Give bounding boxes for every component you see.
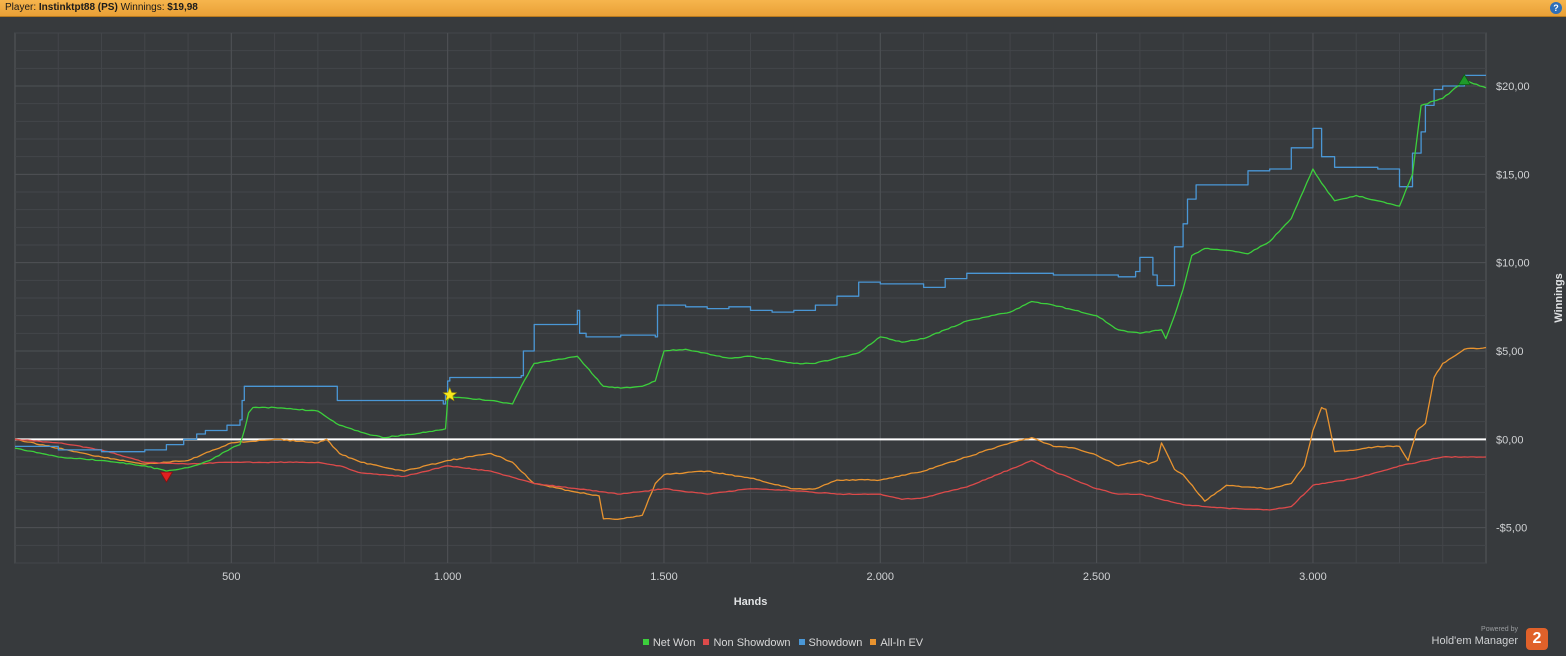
- maximum-marker-icon: [1457, 73, 1472, 86]
- legend-swatch: [703, 639, 710, 645]
- legend-swatch: [642, 639, 649, 645]
- series-line-allin-ev: [14, 346, 1487, 520]
- chart-legend: Net Won Non Showdown Showdown All-In EV: [0, 636, 1566, 650]
- y-axis-label: Winnings: [1553, 273, 1565, 322]
- winnings-label: Winnings:: [120, 2, 165, 13]
- x-tick-label: 2.500: [1083, 571, 1111, 583]
- series-line-net-won: [14, 80, 1487, 472]
- powered-by-text: Powered by: [1481, 626, 1518, 633]
- y-tick-label: $5,00: [1496, 346, 1524, 358]
- product-branding: Powered by Hold'em Manager 2: [1416, 626, 1556, 652]
- chart-title-bar: Player: Instinktpt88 (PS) Winnings: $19,…: [0, 0, 1566, 17]
- player-label: Player:: [5, 2, 37, 13]
- winnings-chart: 500 1.000 1.500 2.000 2.500 3.000 -$5,00 $0,00 $…: [14, 32, 1565, 608]
- y-tick-label: $15,00: [1496, 169, 1530, 181]
- legend-label: Non Showdown: [713, 637, 791, 649]
- legend-label: All-In EV: [880, 637, 924, 649]
- help-icon[interactable]: ?: [1550, 2, 1562, 14]
- legend-item-non-showdown[interactable]: Non Showdown: [703, 636, 791, 650]
- legend-swatch: [870, 639, 877, 645]
- minimum-marker-icon: [159, 471, 174, 483]
- player-summary: Player: Instinktpt88 (PS) Winnings: $19,…: [5, 2, 198, 14]
- y-tick-label: -$5,00: [1496, 523, 1527, 535]
- legend-label: Net Won: [652, 637, 696, 649]
- y-tick-label: $20,00: [1496, 81, 1530, 93]
- hem2-logo-icon: 2: [1526, 628, 1548, 650]
- x-tick-label: 3.000: [1299, 571, 1327, 583]
- x-axis-label: Hands: [734, 596, 768, 608]
- legend-swatch: [798, 639, 805, 645]
- star-marker-icon: [442, 387, 458, 402]
- x-tick-label: 1.000: [434, 571, 462, 583]
- player-name: Instinktpt88 (PS): [38, 2, 118, 13]
- x-tick-label: 2.000: [867, 571, 895, 583]
- y-tick-label: $0,00: [1496, 434, 1524, 446]
- series-line-non-showdown: [14, 438, 1487, 511]
- legend-item-net-won[interactable]: Net Won: [642, 636, 696, 650]
- series-line-showdown: [15, 74, 1486, 453]
- x-tick-label: 1.500: [650, 571, 678, 583]
- legend-item-allin-ev[interactable]: All-In EV: [870, 636, 923, 650]
- legend-label: Showdown: [808, 637, 863, 649]
- winnings-value: $19,98: [167, 2, 198, 13]
- product-name: Hold'em Manager: [1431, 635, 1518, 647]
- x-tick-label: 500: [222, 571, 240, 583]
- legend-item-showdown[interactable]: Showdown: [798, 636, 863, 650]
- y-tick-label: $10,00: [1496, 258, 1530, 270]
